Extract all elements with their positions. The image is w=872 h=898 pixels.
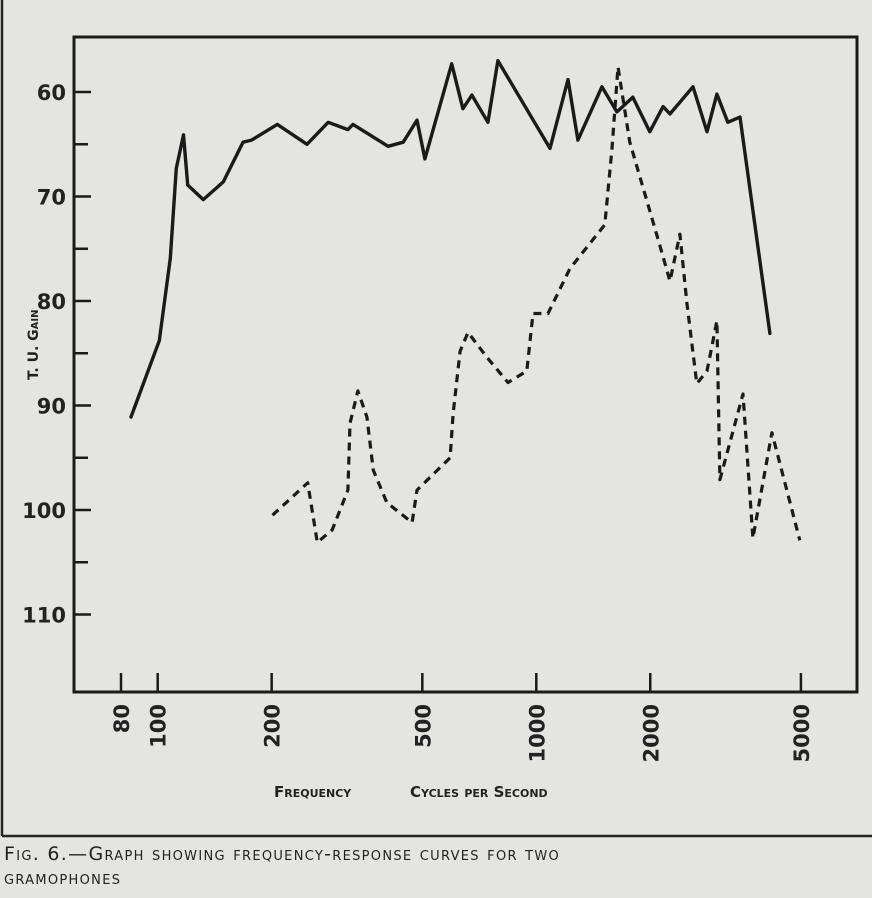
plot-frame bbox=[72, 35, 859, 694]
solid-response-curve bbox=[129, 59, 772, 419]
y-axis-label: T. U. Gain bbox=[26, 310, 42, 381]
series-group bbox=[129, 59, 802, 544]
x-tick-label: 5000 bbox=[790, 704, 814, 762]
x-axis-ticks: 80 100 200 500 1000 2000 5000 bbox=[110, 673, 814, 762]
dashed-response-curve bbox=[271, 65, 802, 544]
y-tick-label: 90 bbox=[37, 395, 66, 419]
y-tick-label: 70 bbox=[37, 186, 66, 210]
y-tick-label: 60 bbox=[37, 81, 66, 105]
y-tick-label: 110 bbox=[22, 604, 66, 628]
y-axis-ticks: 60 70 80 90 100 110 bbox=[22, 81, 91, 628]
caption-line-1: Fig. 6.—Graph showing frequency-response… bbox=[4, 843, 561, 865]
y-tick-label: 80 bbox=[37, 290, 66, 314]
figure-caption: Fig. 6.—Graph showing frequency-response… bbox=[4, 842, 864, 890]
x-tick-label: 100 bbox=[147, 704, 171, 748]
x-tick-label: 500 bbox=[411, 704, 435, 748]
x-tick-label: 1000 bbox=[525, 704, 549, 762]
x-axis-label-cycles: Cycles per Second bbox=[410, 783, 548, 801]
caption-line-2: gramophones bbox=[4, 867, 122, 889]
x-tick-label: 200 bbox=[261, 704, 285, 748]
x-tick-label: 80 bbox=[110, 704, 134, 733]
x-axis-label-frequency: Frequency bbox=[274, 783, 352, 801]
x-tick-label: 2000 bbox=[639, 704, 663, 762]
y-tick-label: 100 bbox=[22, 499, 66, 523]
